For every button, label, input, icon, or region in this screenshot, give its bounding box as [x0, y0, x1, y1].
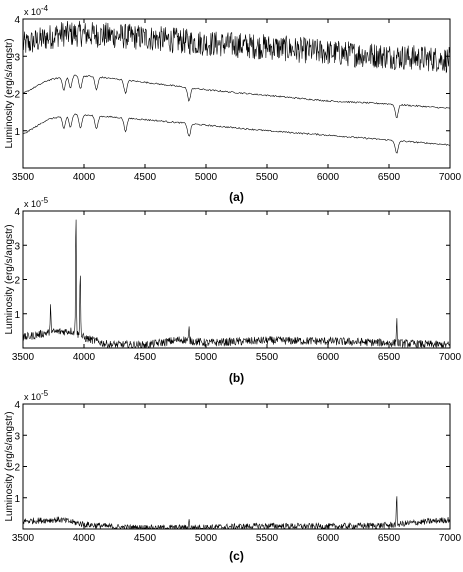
series-line-0 — [23, 219, 450, 348]
x-tick-label: 6000 — [317, 172, 340, 183]
x-tick-label: 4500 — [134, 172, 157, 183]
y-tick-label: 3 — [14, 241, 20, 252]
y-tick-label: 1 — [14, 494, 20, 505]
y-tick-label: 4 — [14, 207, 20, 218]
y-tick-label: 4 — [14, 15, 20, 26]
y-tick-label: 1 — [14, 127, 20, 138]
y-tick-label: 3 — [14, 52, 20, 63]
x-tick-label: 4000 — [73, 533, 96, 544]
x-tick-label: 7000 — [439, 352, 462, 363]
series-line-0 — [23, 496, 450, 529]
y-tick-label: 2 — [14, 90, 20, 101]
x-tick-label: 4000 — [73, 172, 96, 183]
plot-frame — [22, 210, 451, 349]
x-tick-label: 6000 — [317, 533, 340, 544]
y-exponent-label: x 10-5 — [24, 196, 49, 209]
x-tick-label: 5000 — [195, 352, 218, 363]
x-tick-label: 4500 — [134, 533, 157, 544]
x-tick-label: 3500 — [12, 352, 35, 363]
x-tick-label: 5500 — [256, 352, 279, 363]
y-axis-label: Luminosity (erg/s/angstr) — [4, 411, 15, 521]
y-axis-label: Luminosity (erg/s/angstr) — [4, 224, 15, 334]
series-line-2 — [23, 113, 450, 154]
x-tick-label: 3500 — [12, 172, 35, 183]
y-tick-label: 1 — [14, 310, 20, 321]
x-tick-label: 7000 — [439, 172, 462, 183]
x-tick-label: 4000 — [73, 352, 96, 363]
panel-2: 3500 4000 4500 5000 5500 6000 6500 7000 1 2 3 4 x 10… — [4, 389, 462, 563]
panel-label: (b) — [229, 371, 244, 385]
series-line-0 — [23, 20, 450, 74]
plot-frame — [22, 403, 451, 530]
y-axis-label: Luminosity (erg/s/angstr) — [4, 38, 15, 148]
y-exponent-label: x 10-4 — [24, 4, 49, 17]
x-tick-label: 7000 — [439, 533, 462, 544]
panel-label: (c) — [229, 549, 244, 563]
x-tick-label: 6000 — [317, 352, 340, 363]
x-tick-label: 6500 — [378, 172, 401, 183]
y-tick-label: 2 — [14, 463, 20, 474]
x-tick-label: 6500 — [378, 533, 401, 544]
x-tick-label: 5500 — [256, 533, 279, 544]
x-tick-label: 5500 — [256, 172, 279, 183]
x-tick-label: 5000 — [195, 533, 218, 544]
panel-label: (a) — [229, 190, 244, 204]
panel-0: 3500 4000 4500 5000 5500 6000 6500 7000 1 2 3 4 x 10… — [4, 4, 462, 204]
x-tick-label: 3500 — [12, 533, 35, 544]
x-tick-label: 4500 — [134, 352, 157, 363]
x-tick-label: 6500 — [378, 352, 401, 363]
x-tick-label: 5000 — [195, 172, 218, 183]
y-tick-label: 3 — [14, 431, 20, 442]
y-tick-label: 4 — [14, 400, 20, 411]
panel-1: 3500 4000 4500 5000 5500 6000 6500 7000 1 2 3 4 x 10… — [4, 196, 462, 385]
series-line-1 — [23, 74, 450, 119]
y-exponent-label: x 10-5 — [24, 389, 49, 402]
y-tick-label: 2 — [14, 276, 20, 287]
